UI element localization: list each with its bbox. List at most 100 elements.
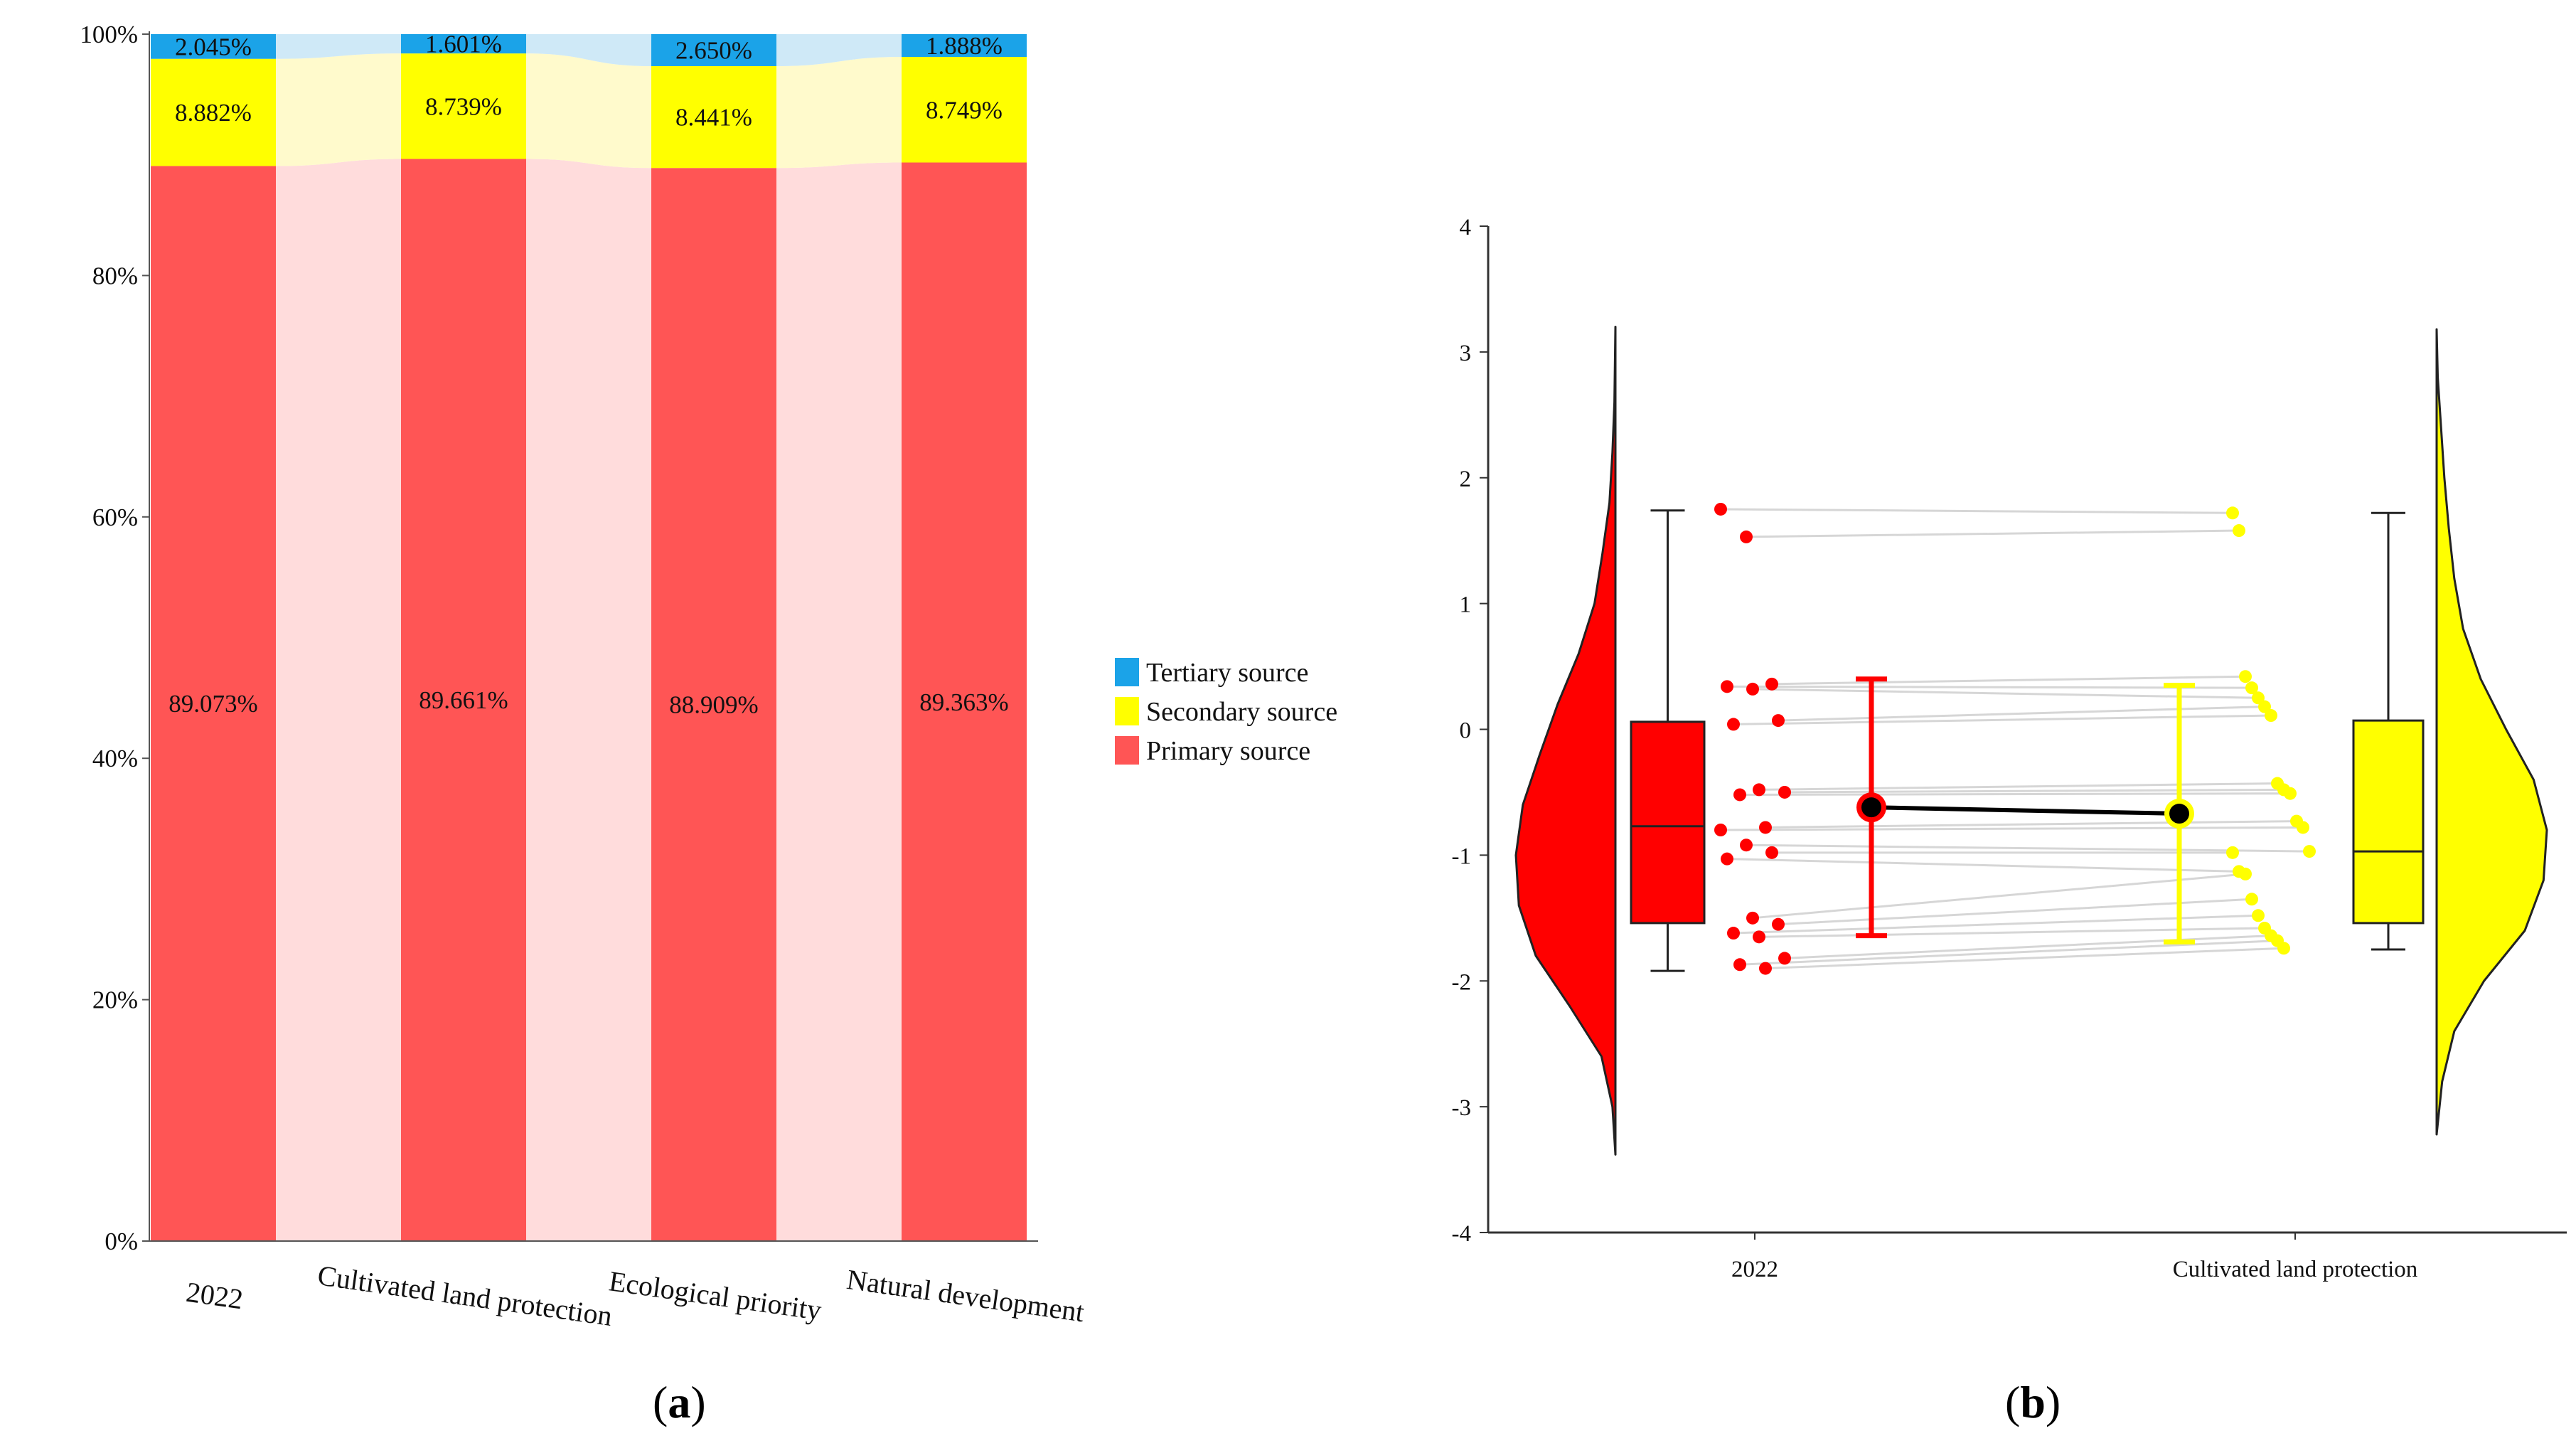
data-label: 2.650% <box>675 36 752 64</box>
x-category-label: Ecological priority <box>607 1265 823 1326</box>
data-point-2022 <box>1753 783 1765 797</box>
y-tick-label: 1 <box>1460 592 1472 618</box>
density-violin-cultivated-land-protection <box>2435 328 2548 1136</box>
y-tick-label: 80% <box>92 262 138 289</box>
data-point-2022 <box>1759 962 1772 975</box>
data-point-2022 <box>1714 502 1727 516</box>
data-point-2022 <box>1772 714 1785 728</box>
flow-band-primary-source <box>526 159 651 1241</box>
data-point-cultivated-land-protection <box>2252 691 2265 705</box>
paired-line <box>1746 529 2240 538</box>
data-point-2022 <box>1765 846 1778 859</box>
paired-line <box>1746 843 2310 853</box>
paired-line <box>1765 820 2297 829</box>
data-point-2022 <box>1740 839 1753 852</box>
bar-segment-tertiary-source <box>902 34 1027 58</box>
bar-segment-tertiary-source <box>401 33 526 54</box>
data-point-cultivated-land-protection <box>2226 506 2239 520</box>
data-point-cultivated-land-protection <box>2303 845 2316 858</box>
chart-a-stacked-bar: 89.073% 8.882% 2.045% 89.661% 8.739% 1.601% 88… <box>80 21 1337 1332</box>
data-point-cultivated-land-protection <box>2233 524 2245 538</box>
y-tick-label: -3 <box>1452 1095 1472 1121</box>
flow-band-tertiary-source <box>526 33 651 66</box>
flow-band-tertiary-source <box>276 33 401 59</box>
paired-line <box>1771 675 2246 686</box>
panel-label-b: (b) <box>2005 1377 2061 1427</box>
data-point-2022 <box>1727 718 1740 731</box>
x-category-label: 2022 <box>1731 1257 1778 1282</box>
legend-label: Primary source <box>1146 736 1310 766</box>
flow-band-secondary-source <box>776 57 902 169</box>
data-point-2022 <box>1740 530 1753 543</box>
flow-band-primary-source <box>776 162 902 1241</box>
data-point-2022 <box>1714 824 1727 836</box>
paired-line <box>1726 858 2240 873</box>
data-label: 89.363% <box>919 688 1008 716</box>
boxplot-box <box>1630 720 1706 925</box>
data-point-2022 <box>1765 677 1778 691</box>
y-tick-label: -2 <box>1452 969 1472 995</box>
data-label: 89.073% <box>169 690 257 718</box>
legend-label: Secondary source <box>1146 697 1337 727</box>
y-tick-label: 0% <box>105 1228 138 1255</box>
density-violin-2022 <box>1514 326 1617 1156</box>
y-tick-label: 60% <box>92 504 138 531</box>
bar-segment-primary-source <box>902 162 1027 1241</box>
data-point-2022 <box>1759 821 1772 834</box>
paired-line <box>1784 935 2272 959</box>
y-tick-label: -1 <box>1452 843 1472 869</box>
data-point-2022 <box>1746 682 1759 696</box>
x-category-label: 2022 <box>184 1276 245 1316</box>
x-category-label: Cultivated land protection <box>316 1259 614 1332</box>
paired-line <box>1778 898 2252 926</box>
bar-segment-secondary-source <box>902 57 1027 163</box>
data-point-2022 <box>1733 958 1746 972</box>
chart-b-raincloud: 4 3 2 1 0 -1 -2 -3 -4 2022 Cultivated land protect… <box>1452 215 2567 1282</box>
mean-connector-line <box>1871 805 2180 816</box>
paired-line <box>1778 706 2265 722</box>
data-point-2022 <box>1721 680 1733 693</box>
x-category-label: Natural development <box>845 1263 1086 1328</box>
boxplot-box <box>2352 719 2425 925</box>
bar-segment-secondary-source <box>651 65 776 169</box>
panel-label-a: (a) <box>653 1377 706 1427</box>
bar-segment-tertiary-source <box>151 34 276 59</box>
y-tick-label: 3 <box>1460 341 1472 366</box>
paired-line <box>1739 940 2278 966</box>
data-label: 8.739% <box>425 92 502 120</box>
legend-label: Tertiary source <box>1146 658 1308 688</box>
mean-marker <box>1861 797 1881 818</box>
y-tick-label: 0 <box>1460 718 1472 744</box>
legend-swatch-primary-source <box>1115 736 1139 765</box>
bar-segment-primary-source <box>151 166 276 1242</box>
data-point-cultivated-land-protection <box>2245 893 2258 906</box>
data-point-2022 <box>1727 927 1740 940</box>
legend-swatch-tertiary-source <box>1115 658 1139 686</box>
data-point-2022 <box>1733 788 1746 802</box>
flow-band-primary-source <box>276 159 401 1241</box>
data-label: 8.441% <box>675 104 752 132</box>
y-tick-label: 4 <box>1460 215 1472 240</box>
flow-band-secondary-source <box>526 53 651 169</box>
data-label: 8.749% <box>926 96 1003 124</box>
data-label: 8.882% <box>175 99 252 127</box>
data-point-cultivated-land-protection <box>2297 821 2309 834</box>
data-point-cultivated-land-protection <box>2245 681 2258 695</box>
bar-segment-secondary-source <box>151 58 276 166</box>
legend-swatch-secondary-source <box>1115 697 1139 725</box>
data-label: 1.601% <box>425 31 502 58</box>
mean-marker <box>2169 804 2189 824</box>
y-tick-label: 2 <box>1460 467 1472 492</box>
data-label: 2.045% <box>175 33 252 60</box>
data-point-2022 <box>1721 852 1733 866</box>
paired-line <box>1758 782 2278 791</box>
x-category-label: Cultivated land protection <box>2173 1257 2418 1282</box>
y-tick-label: 100% <box>80 21 138 48</box>
y-tick-label: 20% <box>92 986 138 1014</box>
bar-segment-tertiary-source <box>651 34 776 66</box>
data-label: 89.661% <box>419 686 508 714</box>
paired-line <box>1720 508 2233 514</box>
paired-line <box>1784 788 2284 794</box>
data-point-cultivated-land-protection <box>2226 846 2239 859</box>
